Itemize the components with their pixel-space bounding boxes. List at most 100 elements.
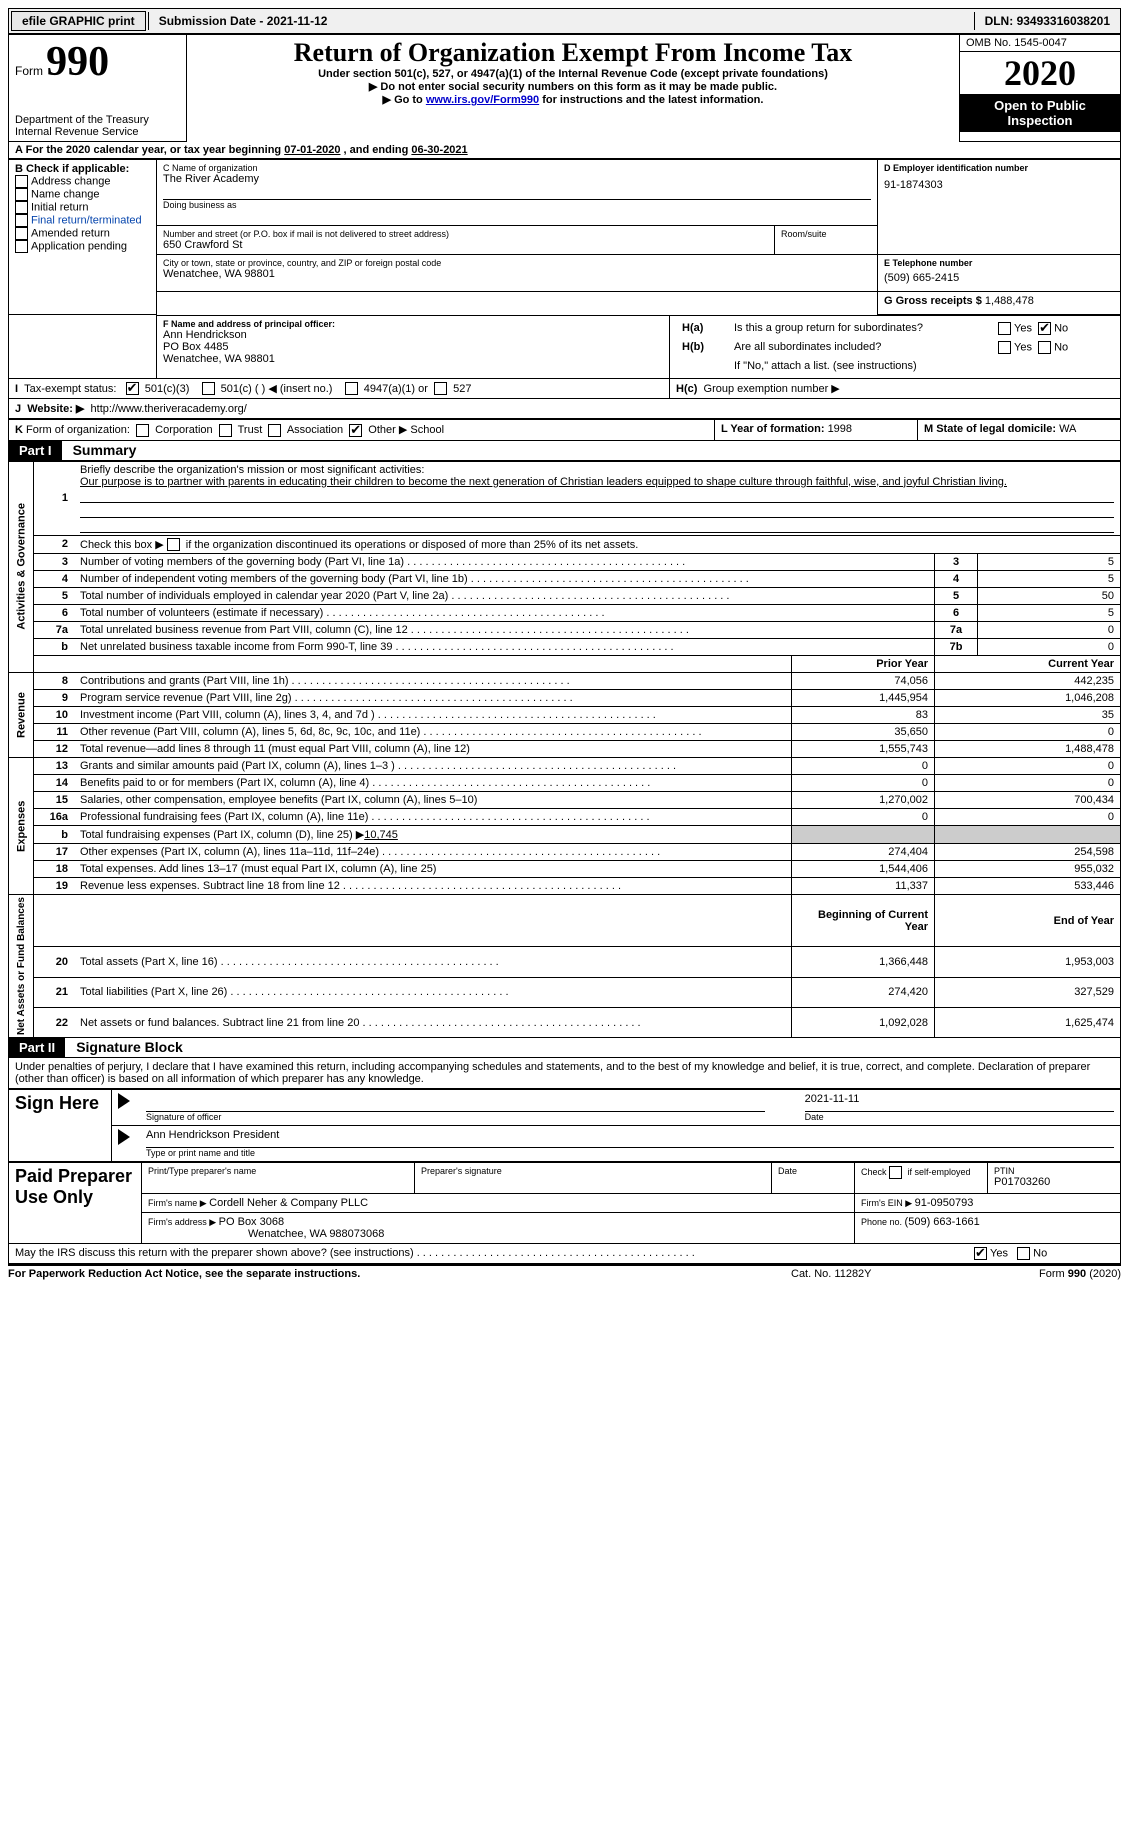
line22-begin: 1,092,028 <box>792 1007 935 1037</box>
opt-501c3: 501(c)(3) <box>145 383 190 395</box>
city-value: Wenatchee, WA 98801 <box>163 268 871 280</box>
sig-date-value: 2021-11-11 <box>805 1093 1114 1112</box>
q2-text: Check this box ▶ if the organization dis… <box>80 539 638 551</box>
check-application-pending[interactable] <box>15 240 28 253</box>
room-label: Room/suite <box>781 229 871 239</box>
box-k-label: Form of organization: <box>26 424 130 436</box>
check-ha-yes[interactable] <box>998 322 1011 335</box>
officer-block: F Name and address of principal officer:… <box>8 315 1121 420</box>
line12-prior: 1,555,743 <box>792 741 935 758</box>
check-trust[interactable] <box>219 424 232 437</box>
hb-label: H(b) <box>676 338 728 357</box>
prep-name-label: Print/Type preparer's name <box>148 1166 408 1176</box>
submission-label: Submission Date - <box>159 14 267 28</box>
check-discontinued[interactable] <box>167 538 180 551</box>
line13-num: 13 <box>34 758 75 775</box>
prep-sig-label: Preparer's signature <box>421 1166 765 1176</box>
firm-phone: (509) 663-1661 <box>905 1216 980 1228</box>
opt-assoc: Association <box>287 424 343 436</box>
check-501c[interactable] <box>202 382 215 395</box>
check-address-change[interactable] <box>15 175 28 188</box>
irs-label: Internal Revenue Service <box>15 126 180 138</box>
line3-desc: Number of voting members of the governin… <box>74 554 935 571</box>
sig-arrow-icon-2 <box>118 1129 130 1145</box>
line10-num: 10 <box>34 707 75 724</box>
check-501c3[interactable] <box>126 382 139 395</box>
check-initial-return[interactable] <box>15 201 28 214</box>
col-current: Current Year <box>935 656 1121 673</box>
dln-value: 93493316038201 <box>1017 14 1110 28</box>
sig-officer-label: Signature of officer <box>146 1112 765 1122</box>
line16b-shade1 <box>792 826 935 844</box>
check-ha-no[interactable] <box>1038 322 1051 335</box>
check-amended-return[interactable] <box>15 227 28 240</box>
line1-num: 1 <box>34 461 75 535</box>
check-527[interactable] <box>434 382 447 395</box>
sig-date-label: Date <box>805 1112 1114 1122</box>
opt-address: Address change <box>31 175 111 187</box>
tax-year: 2020 <box>960 51 1120 94</box>
line18-prior: 1,544,406 <box>792 861 935 878</box>
line5-desc: Total number of individuals employed in … <box>74 588 935 605</box>
part2-badge: Part II <box>9 1038 65 1057</box>
opt-corp: Corporation <box>155 424 212 436</box>
form-word: Form <box>15 64 43 78</box>
discuss-row: May the IRS discuss this return with the… <box>8 1244 1121 1264</box>
check-assoc[interactable] <box>268 424 281 437</box>
paid-preparer-block: Paid Preparer Use Only Print/Type prepar… <box>8 1162 1121 1244</box>
form-title: Return of Organization Exempt From Incom… <box>193 38 953 68</box>
part2-title: Signature Block <box>68 1039 183 1055</box>
line9-desc: Program service revenue (Part VIII, line… <box>74 690 792 707</box>
ha-label: H(a) <box>676 319 728 338</box>
hb-text: Are all subordinates included? <box>728 338 992 357</box>
check-hb-yes[interactable] <box>998 341 1011 354</box>
line10-desc: Investment income (Part VIII, column (A)… <box>74 707 792 724</box>
line19-desc: Revenue less expenses. Subtract line 18 … <box>74 878 792 895</box>
line8-prior: 74,056 <box>792 673 935 690</box>
opt-initial: Initial return <box>31 201 88 213</box>
box-d-label: D Employer identification number <box>884 163 1114 173</box>
opt-other: Other ▶ <box>368 424 407 436</box>
line21-begin: 274,420 <box>792 977 935 1007</box>
discuss-yes: Yes <box>990 1248 1008 1260</box>
line3-num: 3 <box>34 554 75 571</box>
line7a-val: 0 <box>978 622 1121 639</box>
ptin-label: PTIN <box>994 1166 1114 1176</box>
line18-desc: Total expenses. Add lines 13–17 (must eq… <box>74 861 792 878</box>
check-name-change[interactable] <box>15 188 28 201</box>
line14-desc: Benefits paid to or for members (Part IX… <box>74 775 792 792</box>
sign-here-label: Sign Here <box>9 1090 112 1162</box>
entity-block: B Check if applicable: Address change Na… <box>8 159 1121 315</box>
dln: DLN: 93493316038201 <box>974 12 1120 30</box>
check-hb-no[interactable] <box>1038 341 1051 354</box>
check-discuss-no[interactable] <box>1017 1247 1030 1260</box>
firm-ein-label: Firm's EIN ▶ <box>861 1198 915 1208</box>
line14-num: 14 <box>34 775 75 792</box>
efile-print-button[interactable]: efile GRAPHIC print <box>11 11 146 31</box>
hc-text: Group exemption number ▶ <box>704 383 840 395</box>
discuss-text: May the IRS discuss this return with the… <box>15 1247 974 1260</box>
firm-ein: 91-0950793 <box>915 1197 974 1209</box>
line11-num: 11 <box>34 724 75 741</box>
state-domicile: WA <box>1059 423 1076 435</box>
website-value: http://www.theriveracademy.org/ <box>91 403 247 415</box>
check-discuss-yes[interactable] <box>974 1247 987 1260</box>
line7a-box: 7a <box>935 622 978 639</box>
check-final-return[interactable] <box>15 214 28 227</box>
check-corp[interactable] <box>136 424 149 437</box>
paperwork-notice: For Paperwork Reduction Act Notice, see … <box>8 1268 791 1280</box>
officer-printed-name: Ann Hendrickson President <box>146 1129 1114 1148</box>
firm-addr-label: Firm's address ▶ <box>148 1217 219 1227</box>
prep-date-label: Date <box>778 1166 848 1176</box>
line10-current: 35 <box>935 707 1121 724</box>
discuss-no: No <box>1033 1248 1047 1260</box>
line6-num: 6 <box>34 605 75 622</box>
form990-link[interactable]: www.irs.gov/Form990 <box>426 94 539 106</box>
check-self-employed[interactable] <box>889 1166 902 1179</box>
check-other[interactable] <box>349 424 362 437</box>
period-end: 06-30-2021 <box>411 144 467 156</box>
check-4947[interactable] <box>345 382 358 395</box>
opt-501c: 501(c) ( ) ◀ (insert no.) <box>221 383 333 395</box>
ein-value: 91-1874303 <box>884 173 1114 197</box>
line15-num: 15 <box>34 792 75 809</box>
